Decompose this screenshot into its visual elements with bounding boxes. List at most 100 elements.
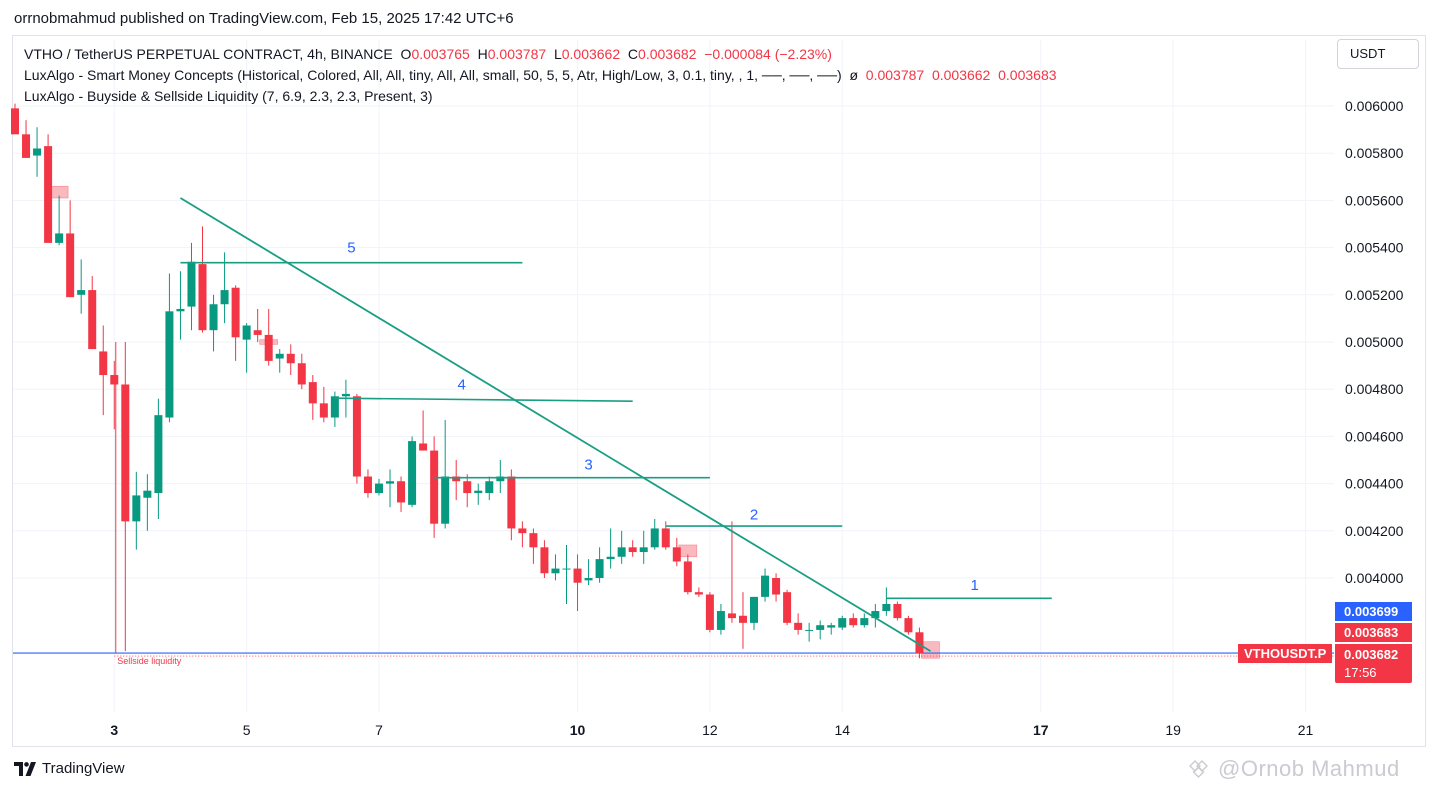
legend-liquidity-indicator[interactable]: LuxAlgo - Buyside & Sellside Liquidity (… xyxy=(24,88,433,104)
legend-liquidity-row[interactable]: LuxAlgo - Buyside & Sellside Liquidity (… xyxy=(24,88,433,104)
candle xyxy=(231,285,240,361)
candle-body xyxy=(915,632,924,654)
candle-body xyxy=(761,575,770,597)
y-tick-label: 0.005400 xyxy=(1345,240,1404,256)
candle-body xyxy=(330,396,339,418)
candle-body xyxy=(363,476,372,494)
legend-low-value: 0.003662 xyxy=(561,46,621,62)
candle xyxy=(308,375,317,420)
legend-smc-symbol: ø xyxy=(849,67,858,83)
candle-body xyxy=(44,146,53,243)
candle-body xyxy=(474,490,483,494)
candle xyxy=(176,271,185,340)
candle xyxy=(264,308,273,366)
tradingview-brand: TradingView xyxy=(42,760,125,777)
candle-body xyxy=(55,233,64,243)
candle xyxy=(716,603,725,635)
candle-body xyxy=(772,578,781,595)
currency-button[interactable]: USDT xyxy=(1337,39,1419,69)
candle xyxy=(915,627,924,659)
candle xyxy=(220,252,229,324)
candle-body xyxy=(893,603,902,619)
candle xyxy=(286,344,295,376)
candle-body xyxy=(11,108,19,135)
candle-body xyxy=(165,311,174,418)
y-tick-label: 0.004800 xyxy=(1345,381,1404,397)
candle-body xyxy=(99,351,108,376)
legend-smc-indicator[interactable]: LuxAlgo - Smart Money Concepts (Historic… xyxy=(24,67,842,83)
publisher-line: orrnobmahmud published on TradingView.co… xyxy=(14,10,514,27)
candle xyxy=(143,474,152,531)
x-tick-label: 17 xyxy=(1033,722,1049,738)
candle-body xyxy=(441,476,450,524)
candle xyxy=(672,537,681,567)
candle xyxy=(55,195,64,246)
wave-levels: 5 4 3 2 1 xyxy=(180,240,1052,600)
candle xyxy=(374,478,383,496)
legend-smc-row[interactable]: LuxAlgo - Smart Money Concepts (Historic… xyxy=(24,67,1057,83)
candle xyxy=(474,483,483,505)
candle-body xyxy=(154,415,163,494)
candle xyxy=(761,568,770,602)
candle-body xyxy=(220,290,229,305)
candle-body xyxy=(319,403,328,418)
legend-high-value: 0.003787 xyxy=(487,46,547,62)
candle xyxy=(319,386,328,423)
candle xyxy=(330,391,339,427)
candle xyxy=(838,615,847,630)
x-tick-label: 21 xyxy=(1298,722,1314,738)
bar-countdown: 17:56 xyxy=(1344,665,1377,680)
candle xyxy=(595,547,604,583)
x-tick-label: 10 xyxy=(570,722,586,738)
tradingview-logo-icon xyxy=(14,761,36,776)
candle-body xyxy=(22,134,31,158)
candle xyxy=(683,554,692,595)
candle xyxy=(154,398,163,519)
symbol-tag: VTHOUSDT.P xyxy=(1238,644,1332,663)
candle xyxy=(628,540,637,557)
candle-body xyxy=(529,533,538,548)
candle-body xyxy=(639,547,648,553)
candle xyxy=(606,528,615,569)
candle-body xyxy=(286,353,295,364)
candle xyxy=(794,613,803,635)
sellside-liquidity: Sellside liquidity xyxy=(13,342,1334,666)
legend-symbol-row: VTHO / TetherUS PERPETUAL CONTRACT, 4h, … xyxy=(24,46,832,62)
y-tick-label: 0.005200 xyxy=(1345,287,1404,303)
candle xyxy=(750,596,759,630)
tradingview-logo[interactable]: TradingView xyxy=(14,760,125,777)
candle xyxy=(639,530,648,564)
candle-body xyxy=(573,568,582,583)
candle xyxy=(198,226,207,333)
liquidity-zones xyxy=(49,185,940,659)
candle xyxy=(772,573,781,602)
legend-smc-values: 0.003787 0.003662 0.003683 xyxy=(865,67,1057,83)
candle-body xyxy=(551,568,560,574)
candle xyxy=(518,521,527,548)
candle-body xyxy=(352,396,361,477)
candle-body xyxy=(871,611,880,619)
legend-open-value: 0.003765 xyxy=(411,46,470,62)
candle-body xyxy=(849,618,858,626)
descending-trendline xyxy=(179,197,931,652)
candle xyxy=(297,353,306,390)
candle xyxy=(827,622,836,635)
candle-body xyxy=(904,618,913,633)
candle xyxy=(187,242,196,331)
candle-body xyxy=(496,476,505,482)
y-tick-label: 0.006000 xyxy=(1345,98,1404,114)
candle xyxy=(419,410,428,451)
diamond-icon xyxy=(1189,760,1208,778)
candle-body xyxy=(463,481,472,494)
candle xyxy=(849,613,858,628)
candle xyxy=(617,530,626,564)
candle-body xyxy=(253,330,262,335)
candle-body xyxy=(595,559,604,578)
candle-body xyxy=(882,603,891,612)
candle-body xyxy=(584,578,593,581)
y-tick-label: 0.004000 xyxy=(1345,570,1404,586)
candle-body xyxy=(705,594,714,630)
candle xyxy=(529,528,538,564)
candle-body xyxy=(176,308,185,312)
